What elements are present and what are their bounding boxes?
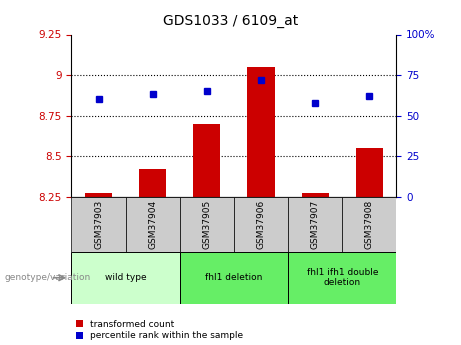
Text: GSM37904: GSM37904 (148, 200, 157, 249)
Bar (356, 148, 383, 197)
Text: GDS1033 / 6109_at: GDS1033 / 6109_at (163, 14, 298, 28)
Bar (301, 194, 329, 197)
Bar (125, 197, 180, 252)
Bar (71, 197, 125, 252)
Bar (248, 67, 275, 197)
Text: GSM37907: GSM37907 (311, 200, 320, 249)
Text: fhl1 ifh1 double
deletion: fhl1 ifh1 double deletion (307, 268, 378, 287)
Bar (180, 252, 288, 304)
Bar (193, 124, 220, 197)
Bar (71, 252, 180, 304)
Text: GSM37903: GSM37903 (94, 200, 103, 249)
Text: wild type: wild type (105, 273, 147, 282)
Bar (342, 197, 396, 252)
Bar (180, 197, 234, 252)
Bar (288, 252, 396, 304)
Bar (139, 169, 166, 197)
Bar (85, 194, 112, 197)
Legend: transformed count, percentile rank within the sample: transformed count, percentile rank withi… (76, 320, 243, 341)
Text: fhl1 deletion: fhl1 deletion (205, 273, 263, 282)
Text: GSM37906: GSM37906 (256, 200, 266, 249)
Text: GSM37905: GSM37905 (202, 200, 212, 249)
Bar (288, 197, 342, 252)
Bar (234, 197, 288, 252)
Text: genotype/variation: genotype/variation (5, 273, 91, 282)
Text: GSM37908: GSM37908 (365, 200, 374, 249)
